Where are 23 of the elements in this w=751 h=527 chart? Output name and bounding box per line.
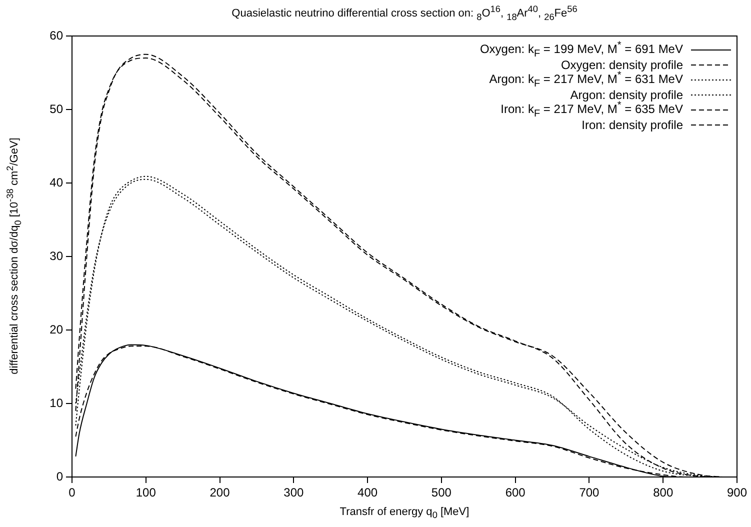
x-tick-label: 600 [505, 486, 526, 500]
y-tick-label: 0 [56, 469, 64, 484]
y-tick-label: 50 [50, 102, 64, 116]
x-tick-label: 700 [579, 486, 600, 500]
x-tick-label: 300 [284, 486, 304, 500]
x-tick-label: 100 [136, 486, 156, 500]
x-tick-label: 200 [210, 486, 230, 500]
legend-label: Oxygen: density profile [560, 58, 683, 72]
legend-label: Argon: density profile [570, 88, 683, 102]
y-tick-label: 20 [50, 322, 64, 336]
x-tick-label: 0 [68, 486, 76, 500]
x-tick-label: 500 [431, 486, 452, 500]
legend-label: Oxygen: k$_{F}$ = 199 MeV, M$^{*}$ = 691 MeV [480, 40, 683, 60]
y-tick-label: 30 [50, 248, 64, 263]
y-tick-label: 10 [50, 396, 64, 410]
x-tick-label: 400 [358, 486, 378, 500]
y-tick-label: 40 [50, 175, 64, 190]
x-axis-title: Transfr of energy q$_{0}$ [MeV] [338, 506, 470, 520]
y-tick-label: 60 [50, 28, 64, 42]
legend-label: Iron: density profile [582, 118, 683, 132]
x-tick-label: 800 [653, 486, 674, 500]
chart-title: Quasielastic neutrino differential cross section on: $_{8}$O$^{16}$, $_{18}$Ar$^{40}$, $_{26}$Fe$^{56}$ [232, 4, 578, 22]
x-tick-label: 900 [726, 486, 748, 500]
